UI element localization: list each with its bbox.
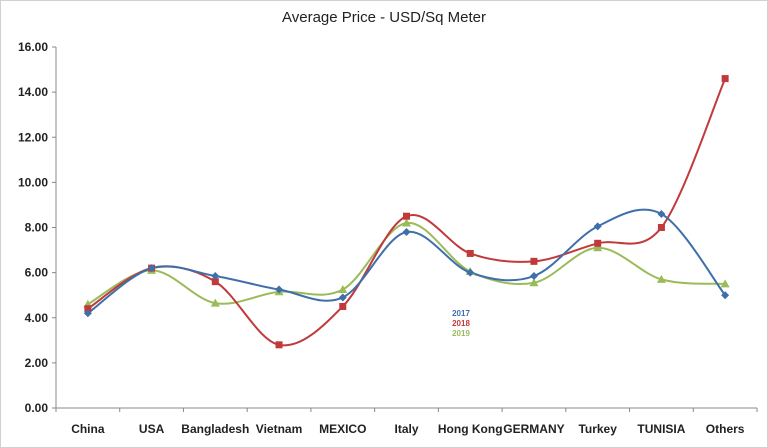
- data-point-2018: [84, 305, 92, 313]
- x-tick-label: USA: [139, 422, 165, 436]
- x-tick-label: Others: [706, 422, 745, 436]
- data-point-2019: [720, 279, 730, 288]
- data-point-2019: [210, 298, 220, 307]
- data-point-2018: [530, 257, 538, 265]
- x-tick-label: TUNISIA: [637, 422, 685, 436]
- y-tick-label: 6.00: [25, 266, 49, 280]
- x-tick-label: GERMANY: [503, 422, 564, 436]
- data-point-2019: [593, 243, 603, 252]
- x-tick-label: Hong Kong: [438, 422, 503, 436]
- data-point-2018: [275, 341, 283, 349]
- x-tick-label: MEXICO: [319, 422, 366, 436]
- y-tick-label: 12.00: [18, 130, 48, 144]
- data-point-2017: [275, 285, 284, 294]
- legend-entry-2019: 2019: [452, 329, 470, 338]
- data-point-2019: [656, 274, 666, 283]
- x-tick-label: Vietnam: [256, 422, 302, 436]
- data-point-2017: [402, 228, 411, 237]
- data-point-2018: [594, 239, 602, 247]
- x-tick-label: Turkey: [578, 422, 617, 436]
- y-tick-label: 4.00: [25, 311, 49, 325]
- x-tick-label: Bangladesh: [181, 422, 249, 436]
- data-point-2019: [529, 278, 539, 287]
- legend-entry-2018: 2018: [452, 319, 470, 328]
- data-point-2017: [529, 272, 538, 281]
- data-point-2017: [338, 293, 347, 302]
- x-tick-label: Italy: [394, 422, 418, 436]
- data-point-2017: [721, 291, 730, 300]
- data-point-2017: [466, 268, 475, 277]
- data-point-2018: [721, 75, 729, 83]
- y-tick-label: 8.00: [25, 221, 49, 235]
- data-point-2017: [83, 309, 92, 318]
- data-point-2017: [147, 264, 156, 273]
- y-tick-label: 16.00: [18, 40, 48, 54]
- data-point-2018: [657, 224, 665, 231]
- y-tick-label: 14.00: [18, 85, 48, 99]
- y-tick-label: 2.00: [25, 356, 49, 370]
- data-point-2017: [211, 272, 220, 281]
- data-point-2019: [338, 285, 348, 294]
- data-point-2018: [211, 278, 219, 286]
- data-point-2019: [402, 218, 411, 227]
- data-point-2017: [657, 209, 666, 218]
- chart-title: Average Price - USD/Sq Meter: [282, 9, 486, 26]
- data-point-2018: [466, 249, 474, 257]
- legend-entry-2017: 2017: [452, 309, 470, 318]
- data-point-2018: [403, 212, 410, 220]
- data-point-2017: [593, 222, 602, 231]
- y-tick-label: 0.00: [25, 401, 49, 415]
- data-point-2018: [339, 302, 347, 310]
- x-tick-label: China: [71, 422, 105, 436]
- y-tick-label: 10.00: [18, 175, 48, 189]
